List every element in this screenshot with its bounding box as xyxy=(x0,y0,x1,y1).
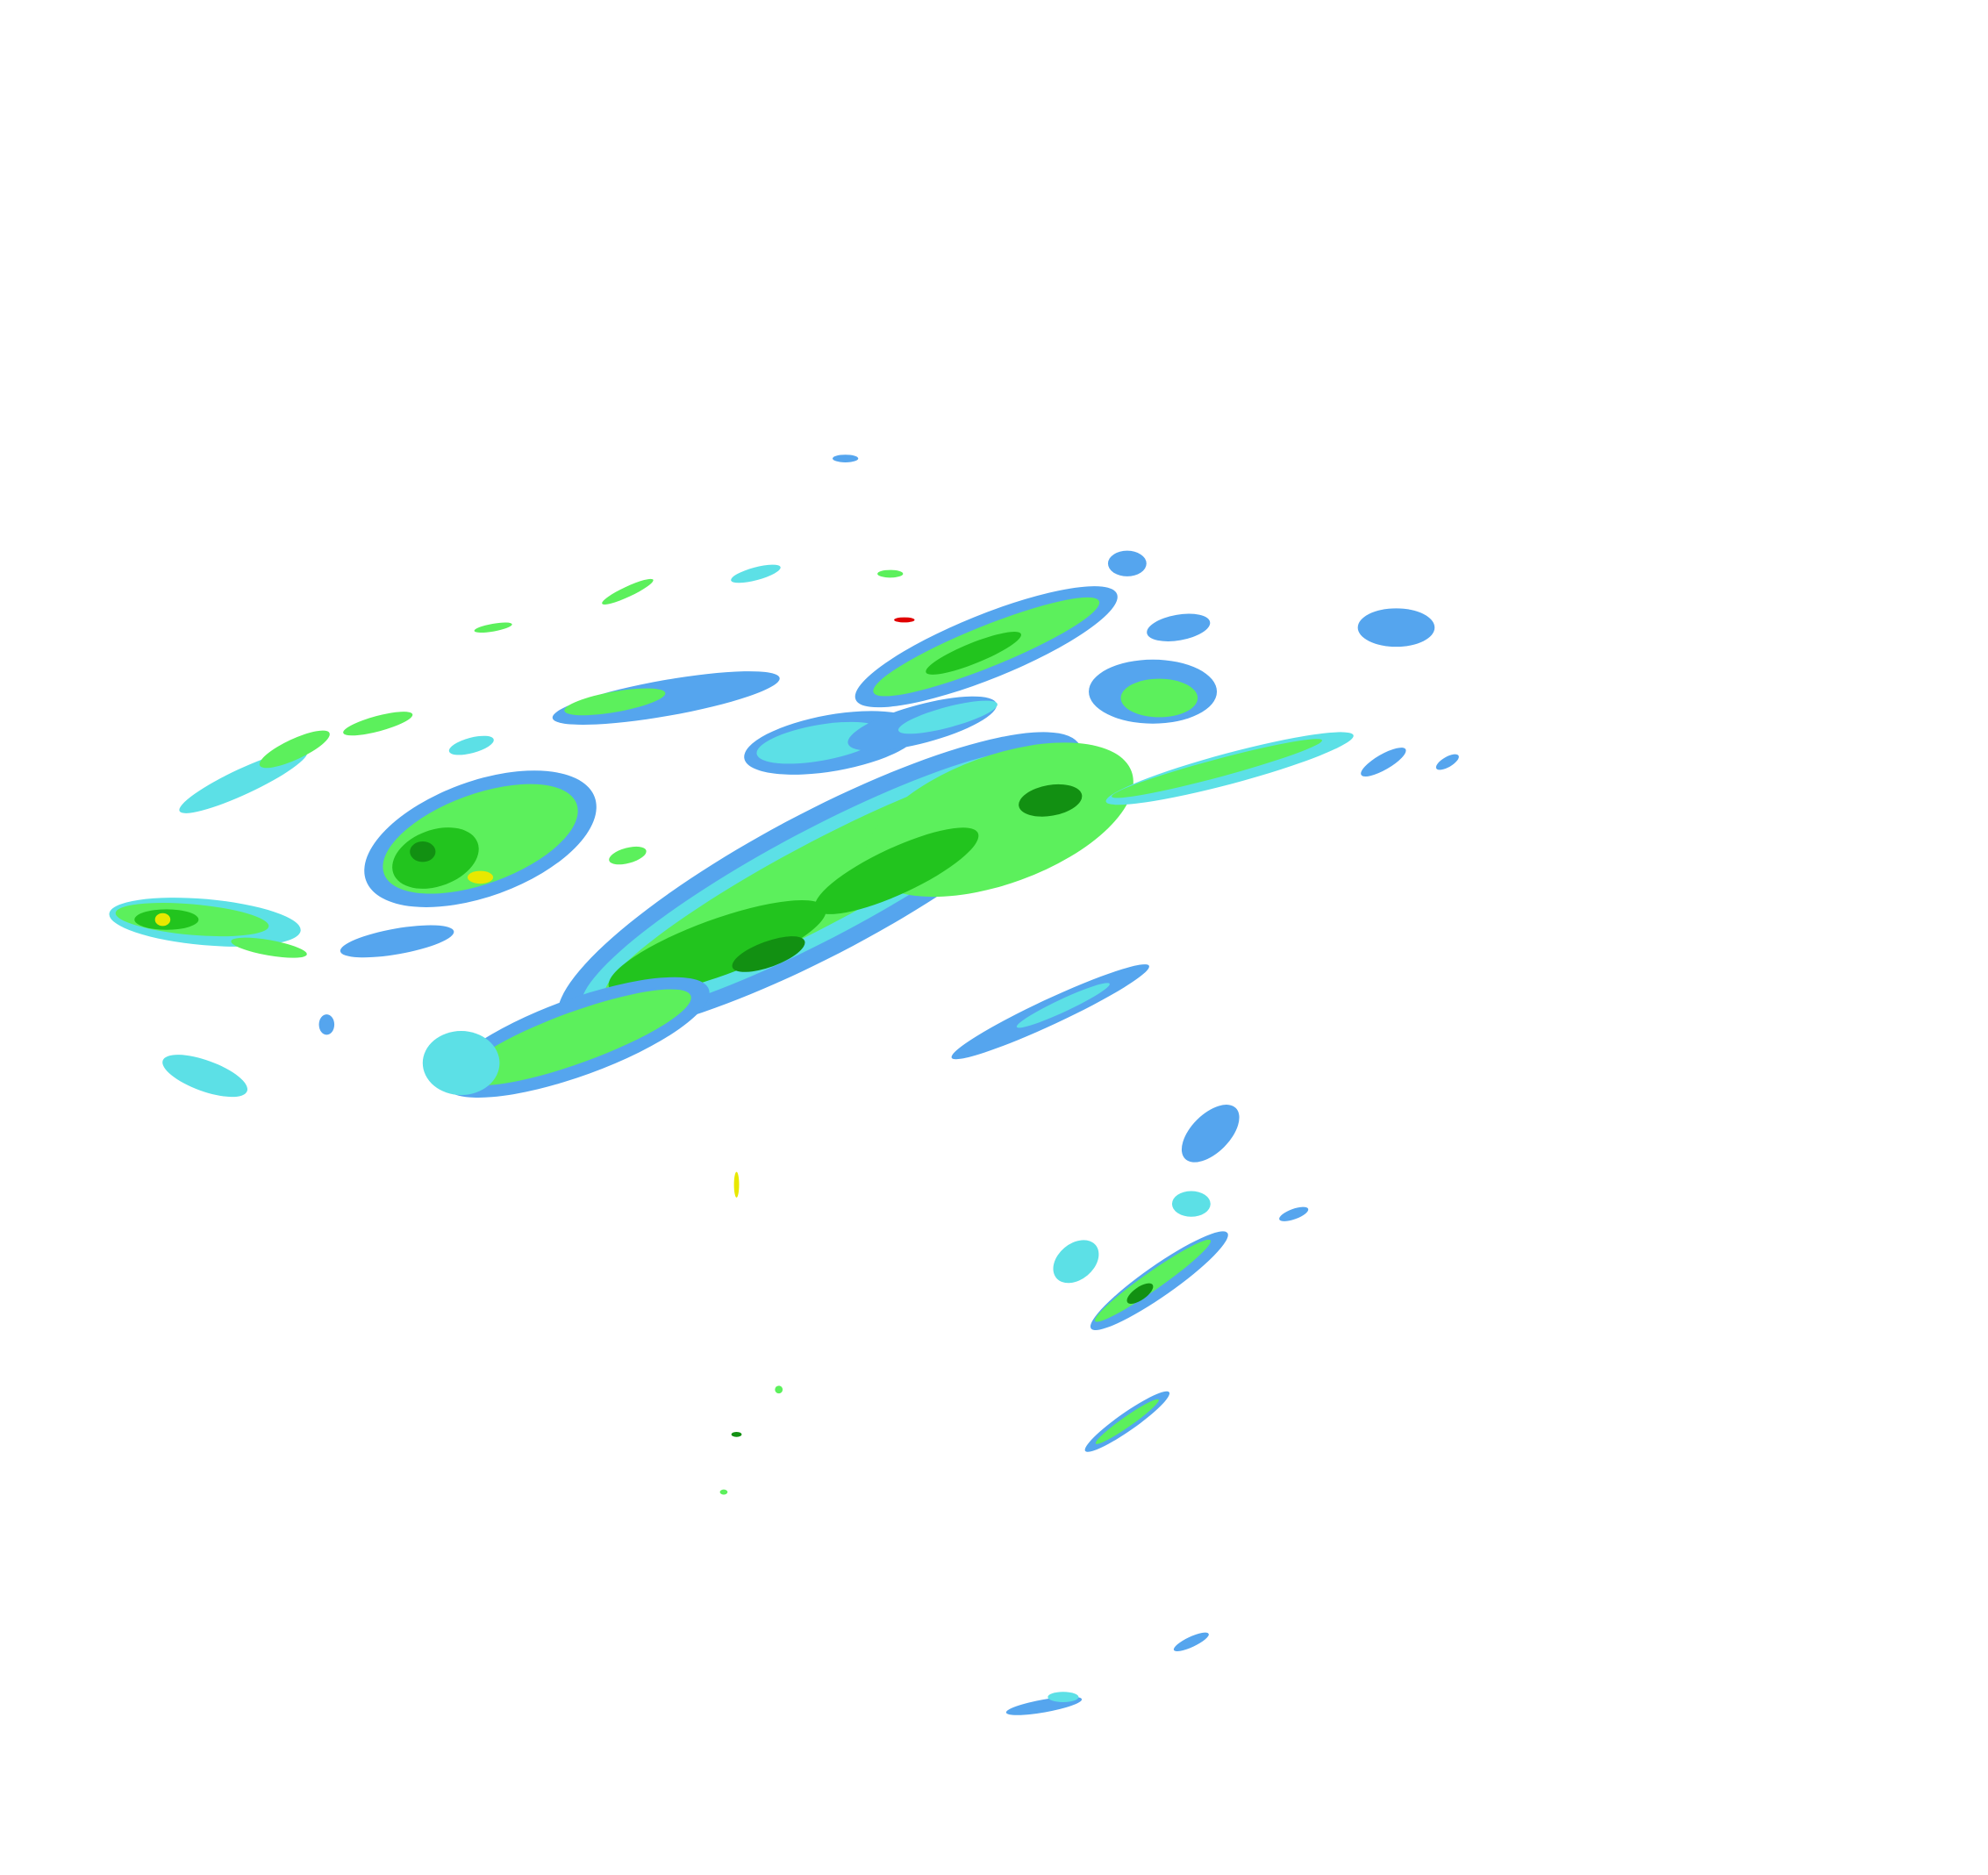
radar-echo-light-moderate xyxy=(1048,1692,1079,1702)
radar-echo-moderate xyxy=(602,578,654,605)
radar-echo-light xyxy=(1357,608,1435,648)
radar-echo-light-moderate xyxy=(1016,983,1110,1028)
radar-echo-light-moderate xyxy=(448,735,494,755)
radar-echo-moderate xyxy=(609,846,647,865)
radar-echo-moderate xyxy=(719,1489,728,1495)
radar-echo-moderate-heavy xyxy=(608,900,826,996)
radar-echo-light-moderate xyxy=(731,564,781,583)
radar-echo-very-heavy xyxy=(467,870,494,884)
radar-echo-heavy xyxy=(1126,1283,1154,1304)
radar-echo-moderate xyxy=(877,569,904,578)
radar-echo-moderate xyxy=(259,730,330,769)
radar-echo-light xyxy=(1147,613,1211,641)
radar-echo-light xyxy=(318,1014,335,1035)
radar-echo-light-moderate xyxy=(897,700,998,734)
radar-echo-moderate xyxy=(343,712,413,736)
radar-echo-moderate xyxy=(461,989,691,1086)
radar-echo-light xyxy=(1173,1632,1209,1651)
radar-echo-heavy xyxy=(1019,784,1083,817)
radar-echo-moderate-heavy xyxy=(392,827,479,889)
radar-echo-moderate xyxy=(231,937,307,958)
radar-echo-moderate xyxy=(1112,739,1322,798)
radar-echo-light xyxy=(1279,1206,1309,1221)
radar-echo-moderate xyxy=(564,688,666,716)
radar-echo-extreme xyxy=(894,617,915,623)
radar-echo-light-moderate xyxy=(1053,1240,1099,1284)
radar-echo-light xyxy=(1435,754,1459,770)
radar-echo-heavy xyxy=(410,841,436,862)
radar-echo-very-heavy xyxy=(154,912,171,927)
radar-echo-moderate-heavy xyxy=(814,827,979,914)
radar-echo-light xyxy=(552,671,780,725)
radar-echo-light xyxy=(340,925,454,958)
radar-echo-moderate xyxy=(474,622,512,633)
radar-echo-light-moderate xyxy=(422,1031,500,1096)
radar-echo-light xyxy=(833,454,859,462)
radar-echo-very-heavy xyxy=(733,1171,740,1198)
radar-echo-light-moderate xyxy=(756,721,883,764)
radar-echo-light-moderate xyxy=(1171,1191,1211,1217)
radar-echo-light-moderate xyxy=(162,1055,248,1098)
radar-echo-moderate xyxy=(775,1385,783,1394)
radar-echo-moderate xyxy=(1095,1239,1212,1322)
radar-echo-light xyxy=(1181,1105,1240,1163)
radar-echo-heavy xyxy=(731,1431,742,1437)
radar-echo-light xyxy=(1361,748,1406,776)
radar-echo-light xyxy=(1107,550,1147,576)
radar-echo-moderate xyxy=(1095,1399,1159,1444)
radar-echo-moderate xyxy=(1120,678,1198,718)
radar-echo-moderate-heavy xyxy=(926,632,1021,675)
radar-echo-heavy xyxy=(732,936,805,972)
